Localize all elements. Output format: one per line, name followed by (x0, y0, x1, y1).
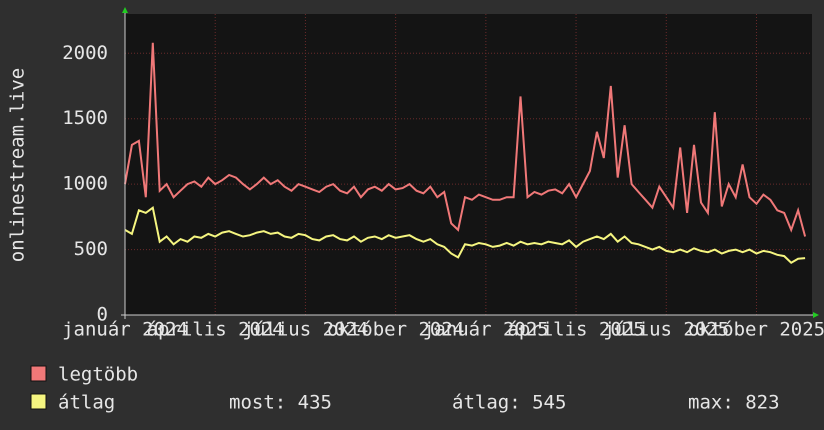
y-tick-label: 1500 (62, 107, 108, 129)
x-tick-label: július 2025 (603, 319, 729, 341)
legend-swatch (30, 365, 47, 382)
x-tick-label: április 2025 (507, 319, 644, 341)
y-axis-label: onlinestream.live (7, 68, 29, 262)
legend-swatch (30, 393, 47, 410)
series-line (124, 205, 806, 264)
y-tick-label: 2000 (62, 42, 108, 64)
stat: max: 823 (688, 392, 780, 414)
x-tick-label: október 2024 (327, 319, 464, 341)
y-tick-label: 0 (97, 304, 108, 326)
stat: átlag: 545 (452, 392, 566, 414)
legend-label: átlag (58, 392, 115, 414)
y-tick-label: 1000 (62, 173, 108, 195)
legend-label: legtöbb (58, 364, 138, 386)
x-tick-label: október 2025 (688, 319, 824, 341)
x-tick-label: január 2024 (62, 319, 188, 341)
y-tick-label: 500 (74, 238, 108, 260)
x-tick-label: január 2025 (423, 319, 549, 341)
series-line (124, 42, 807, 237)
stat: most: 435 (229, 392, 332, 414)
x-tick-label: július 2024 (243, 319, 369, 341)
x-tick-label: április 2024 (147, 319, 284, 341)
axis-arrow (813, 312, 819, 318)
axis-arrow (122, 7, 128, 13)
plot-area (125, 14, 812, 315)
